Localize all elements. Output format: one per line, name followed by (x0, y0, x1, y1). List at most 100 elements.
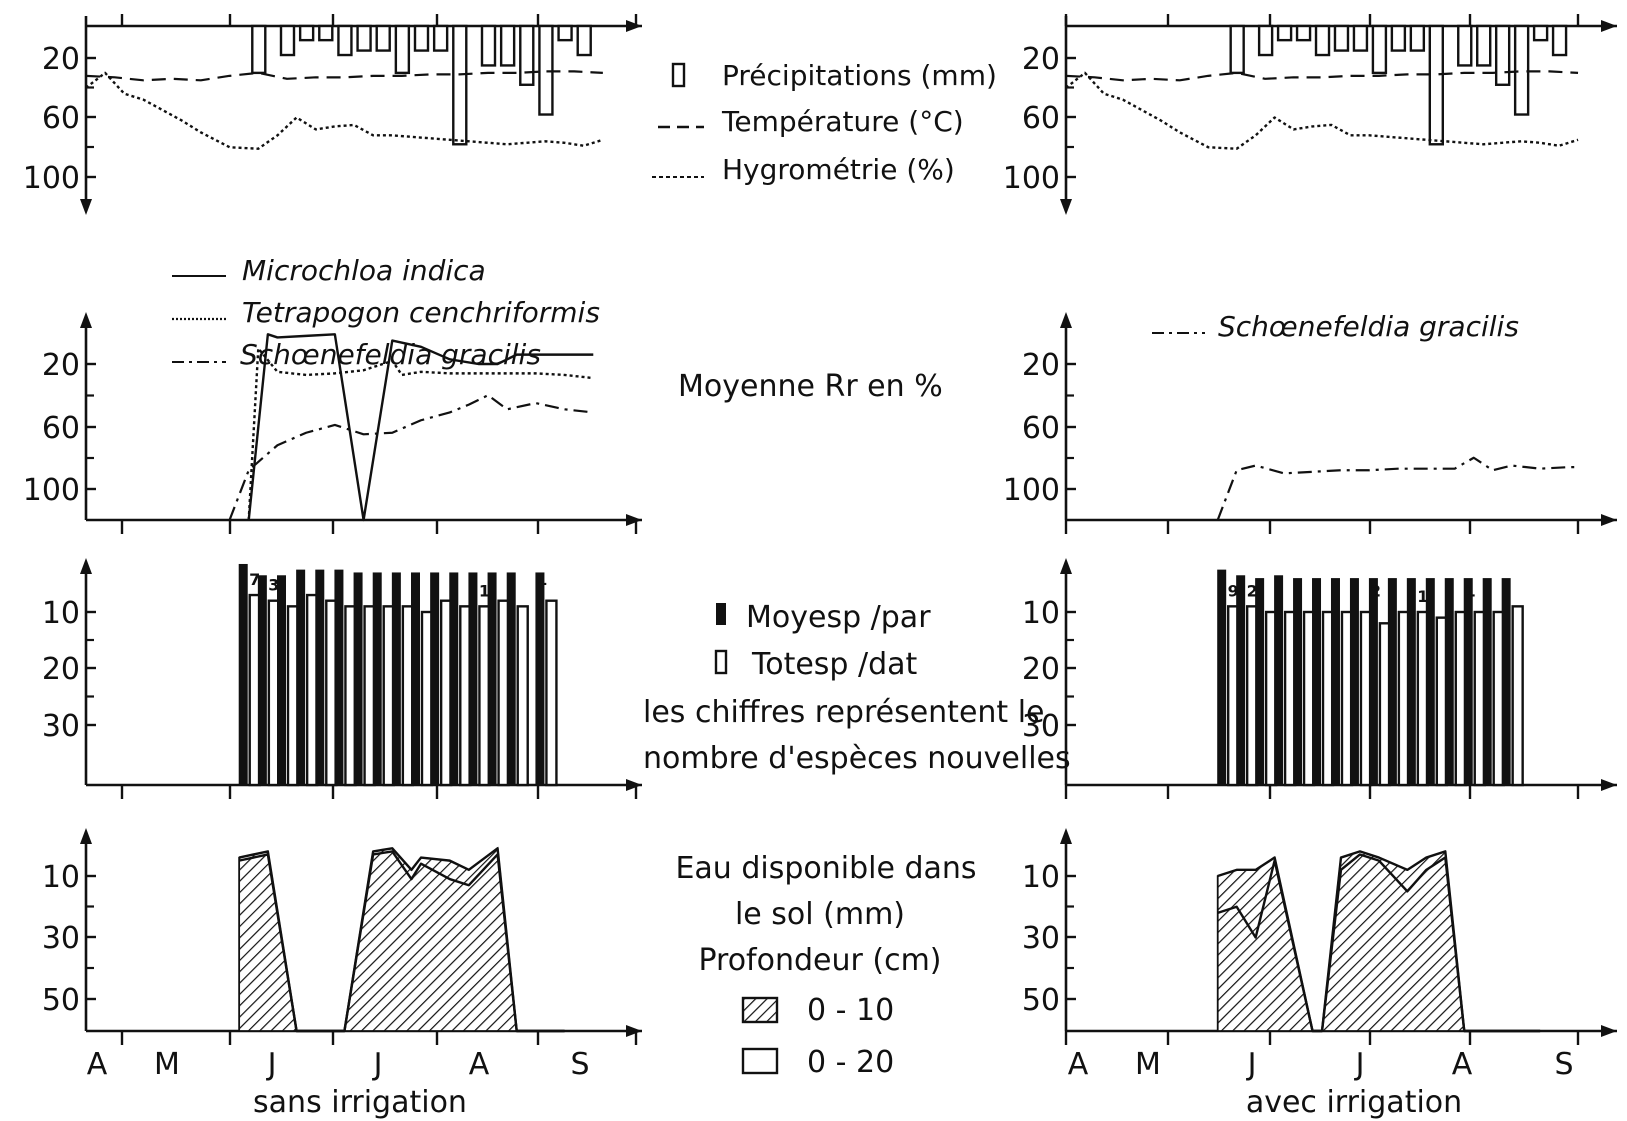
y-tick-label: 10 (1022, 860, 1060, 895)
moyesp-bar (1388, 578, 1397, 785)
precipitation-bar (482, 26, 495, 65)
precipitation-bar (1411, 26, 1424, 51)
precipitation-bar (358, 26, 371, 51)
new-species-count: 2 (1247, 581, 1258, 600)
moyesp-bar (315, 570, 324, 785)
month-label: J (1246, 1047, 1257, 1082)
totesp-bar (1513, 606, 1523, 785)
month-label: S (570, 1047, 589, 1082)
y-tick-label: 30 (1022, 921, 1060, 956)
precipitation-bar (453, 26, 466, 144)
moyesp-bar (1502, 578, 1511, 785)
precipitation-bar (559, 26, 572, 40)
legend-temperature-label: Température (°C) (721, 105, 964, 138)
y-tick-label: 60 (42, 101, 80, 136)
moyesp-bar (1217, 570, 1226, 785)
soil-label-line2: le sol (mm) (735, 897, 905, 932)
legend-microchloa-label: Microchloa indica (242, 254, 486, 287)
legend-bar-symbol (673, 64, 684, 86)
month-label: M (1135, 1047, 1161, 1082)
moyesp-bar (1426, 578, 1435, 785)
y-axis-arrow (80, 312, 92, 328)
moyesp-bar (1312, 578, 1321, 785)
y-tick-label: 60 (1022, 101, 1060, 136)
x-axis-arrow (1601, 779, 1617, 791)
month-label: J (266, 1047, 277, 1082)
new-species-count: 2 (1370, 581, 1381, 600)
moyesp-bar (468, 572, 477, 785)
totesp-bar (518, 606, 528, 785)
moyesp-bar (296, 570, 305, 785)
y-tick-label: 50 (1022, 983, 1060, 1018)
moyesp-bar (1293, 578, 1302, 785)
new-species-count: 3 (268, 576, 279, 595)
precipitation-bar (520, 26, 533, 85)
rr-line-dashdot (1218, 458, 1578, 520)
x-axis-arrow (626, 779, 642, 791)
precipitation-bar (1553, 26, 1566, 55)
precipitation-bar (1259, 26, 1272, 55)
legend-totesp-label: Totesp /dat (751, 647, 918, 682)
y-tick-label: 60 (1022, 411, 1060, 446)
richness-note-line1: les chiffres représentent le (643, 695, 1045, 730)
precipitation-bar (539, 26, 552, 115)
species-legend-right: Schœnefeldia gracilis (1152, 310, 1519, 343)
x-axis-arrow (626, 20, 642, 32)
y-axis-arrow (80, 558, 92, 574)
y-tick-label: 100 (23, 473, 80, 508)
precipitation-bar (1534, 26, 1547, 40)
moyesp-bar (373, 572, 382, 785)
precipitation-bar (252, 26, 265, 73)
precipitation-bar (1335, 26, 1348, 51)
species-legend-left: Microchloa indica Tetrapogon cenchriform… (172, 254, 600, 371)
month-label: A (87, 1047, 108, 1082)
month-label: J (1354, 1047, 1365, 1082)
y-tick-label: 50 (42, 983, 80, 1018)
month-label: A (469, 1047, 490, 1082)
moyesp-bar (1236, 575, 1245, 785)
y-tick-label: 60 (42, 411, 80, 446)
precipitation-bar (1278, 26, 1291, 40)
legend-precipitation-label: Précipitations (mm) (722, 59, 997, 92)
x-axis-arrow (626, 1025, 642, 1037)
moyesp-bar (430, 572, 439, 785)
precipitation-bar (434, 26, 447, 51)
month-label: J (372, 1047, 383, 1082)
precipitation-bar (1354, 26, 1367, 51)
x-axis-arrow (1601, 1025, 1617, 1037)
soil-label-line1: Eau disponible dans (675, 851, 976, 886)
moyesp-bar (1369, 578, 1378, 785)
y-tick-label: 100 (23, 161, 80, 196)
rr-line-dashdot (230, 395, 594, 520)
moyesp-bar (354, 572, 363, 785)
y-axis-arrow (1060, 312, 1072, 328)
legend-hatched-symbol (743, 998, 777, 1022)
moyesp-bar (1464, 578, 1473, 785)
moyesp-bar (449, 572, 458, 785)
y-tick-label: 100 (1003, 473, 1060, 508)
moyesp-bar (258, 575, 267, 785)
legend-depth-0-20-label: 0 - 20 (807, 1045, 894, 1080)
new-species-count: 7 (249, 570, 260, 589)
moyesp-bar (392, 572, 401, 785)
climate-legend: Précipitations (mm) Température (°C) Hyg… (652, 59, 997, 186)
new-species-count: 1 (479, 581, 490, 600)
soil-area-0-10 (1218, 851, 1540, 1031)
moyesp-bar (488, 572, 497, 785)
precipitation-bar (1515, 26, 1528, 115)
richness-legend: Moyesp /par Totesp /dat les chiffres rep… (643, 600, 1071, 776)
x-axis-arrow (1601, 20, 1617, 32)
precipitation-bar (1297, 26, 1310, 40)
precipitation-bar (338, 26, 351, 55)
soil-area-0-10 (239, 848, 564, 1031)
moyesp-bar (507, 572, 516, 785)
y-tick-label: 10 (42, 860, 80, 895)
precipitation-bar (1458, 26, 1471, 65)
legend-open-symbol (743, 1049, 777, 1073)
legend-moyesp-label: Moyesp /par (746, 600, 931, 635)
precipitation-bar (319, 26, 332, 40)
precipitation-bar (1496, 26, 1509, 85)
y-axis-arrow (1060, 558, 1072, 574)
new-species-count: 1 (1417, 587, 1428, 606)
